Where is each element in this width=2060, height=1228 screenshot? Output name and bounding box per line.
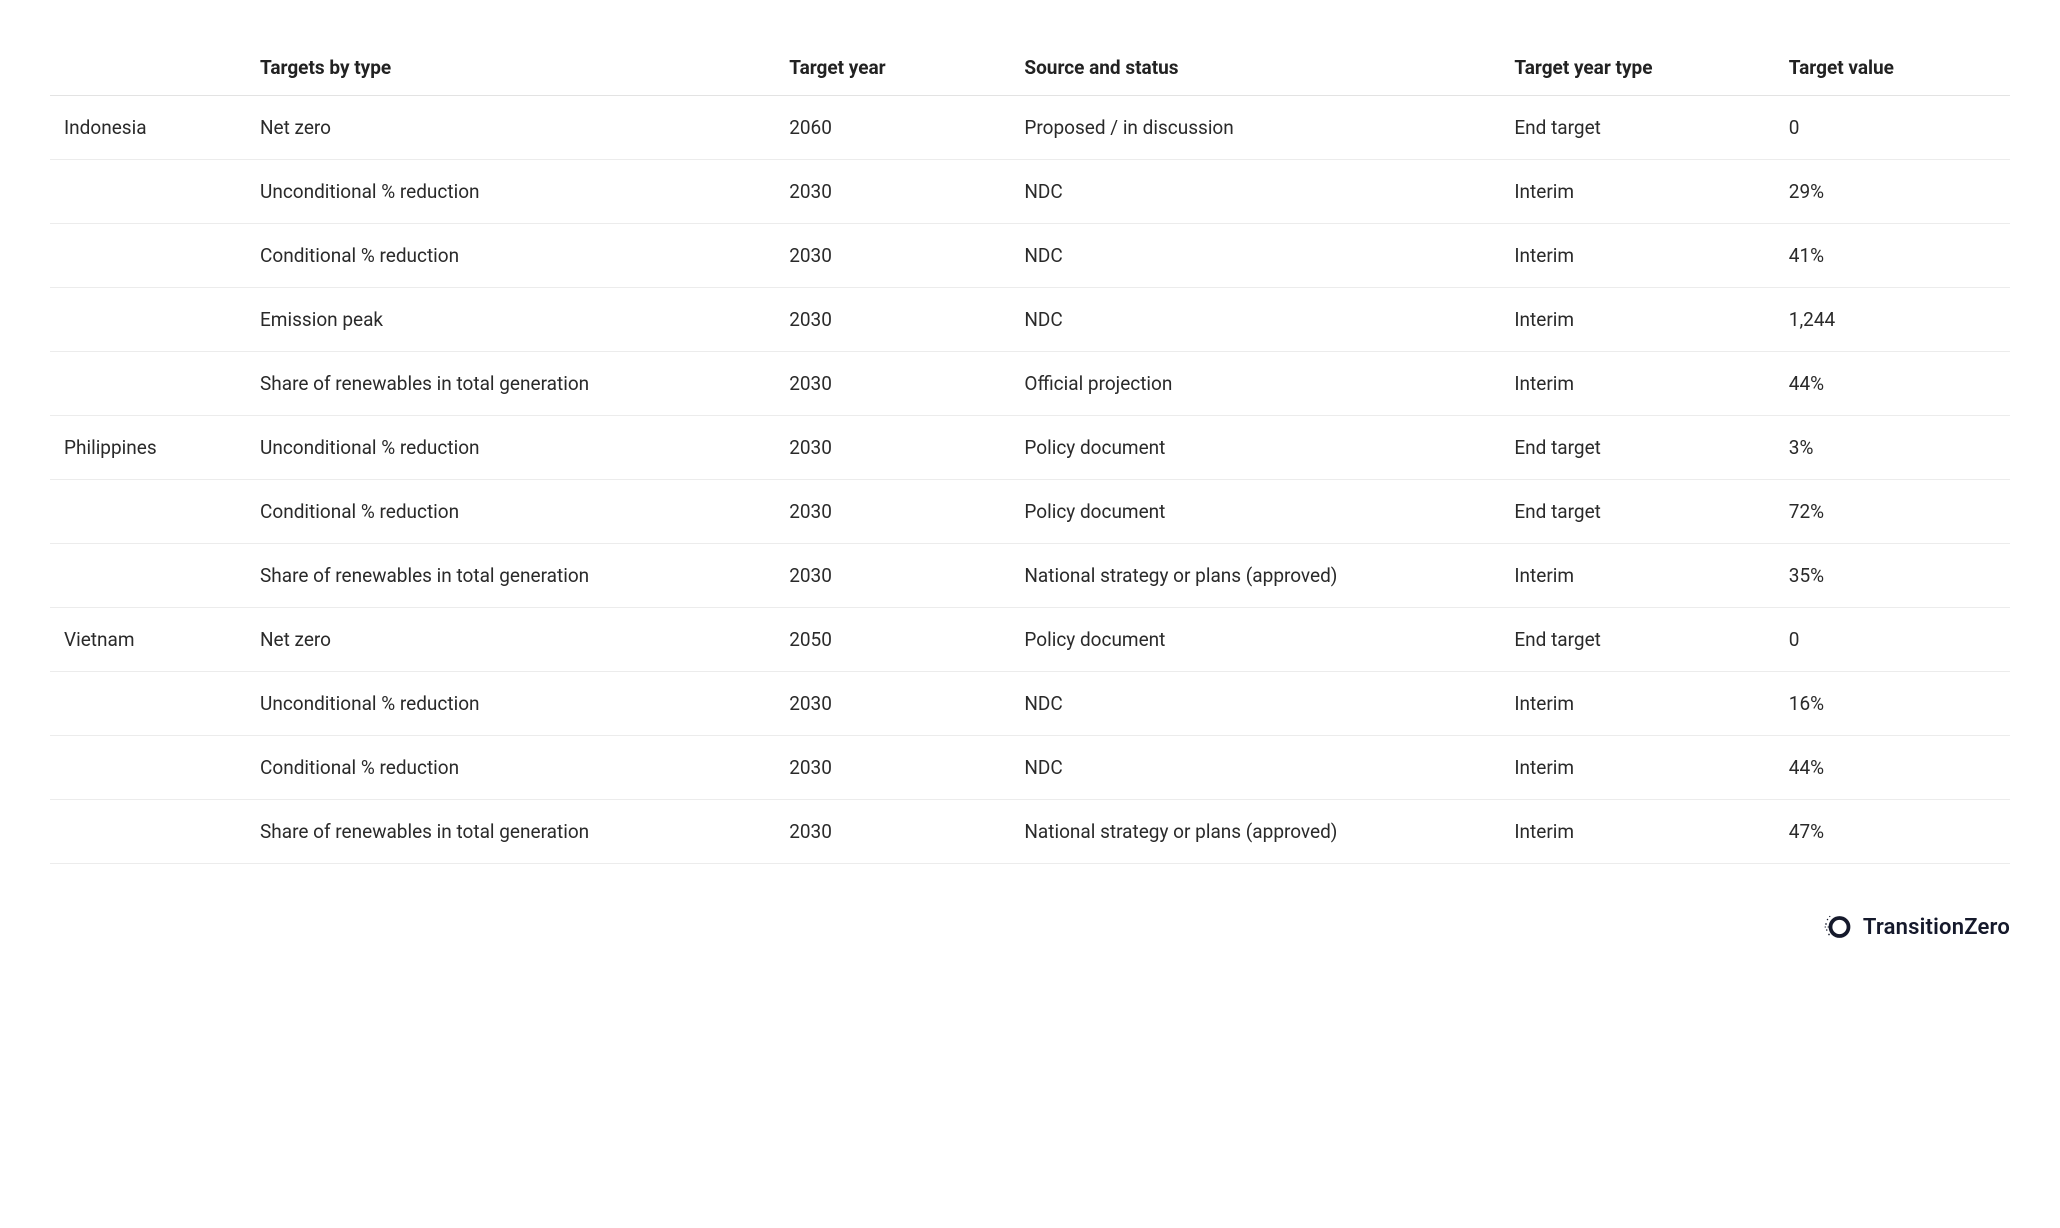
cell-country <box>50 352 246 416</box>
cell-country <box>50 544 246 608</box>
cell-ytype: Interim <box>1500 352 1774 416</box>
table-row: Indonesia Net zero 2060 Proposed / in di… <box>50 96 2010 160</box>
table-row: Share of renewables in total generation … <box>50 800 2010 864</box>
cell-year: 2030 <box>775 352 1010 416</box>
cell-value: 1,244 <box>1775 288 2010 352</box>
table-row: Unconditional % reduction 2030 NDC Inter… <box>50 160 2010 224</box>
table-row: Conditional % reduction 2030 Policy docu… <box>50 480 2010 544</box>
cell-source: NDC <box>1010 160 1500 224</box>
cell-type: Conditional % reduction <box>246 736 775 800</box>
targets-table: Targets by type Target year Source and s… <box>50 40 2010 864</box>
cell-year: 2030 <box>775 160 1010 224</box>
cell-source: NDC <box>1010 288 1500 352</box>
cell-value: 29% <box>1775 160 2010 224</box>
cell-source: Official projection <box>1010 352 1500 416</box>
brand-name: TransitionZero <box>1863 915 2010 940</box>
cell-ytype: Interim <box>1500 672 1774 736</box>
table-row: Conditional % reduction 2030 NDC Interim… <box>50 736 2010 800</box>
cell-type: Share of renewables in total generation <box>246 544 775 608</box>
cell-ytype: Interim <box>1500 544 1774 608</box>
cell-year: 2030 <box>775 288 1010 352</box>
page: Targets by type Target year Source and s… <box>0 0 2060 894</box>
cell-source: Policy document <box>1010 480 1500 544</box>
cell-year: 2030 <box>775 800 1010 864</box>
cell-value: 0 <box>1775 96 2010 160</box>
col-header-ytype: Target year type <box>1500 40 1774 96</box>
col-header-value: Target value <box>1775 40 2010 96</box>
cell-type: Unconditional % reduction <box>246 672 775 736</box>
cell-type: Net zero <box>246 96 775 160</box>
table-row: Unconditional % reduction 2030 NDC Inter… <box>50 672 2010 736</box>
col-header-source: Source and status <box>1010 40 1500 96</box>
cell-type: Conditional % reduction <box>246 224 775 288</box>
cell-value: 0 <box>1775 608 2010 672</box>
cell-country <box>50 160 246 224</box>
cell-country <box>50 480 246 544</box>
cell-ytype: End target <box>1500 96 1774 160</box>
cell-value: 47% <box>1775 800 2010 864</box>
cell-value: 3% <box>1775 416 2010 480</box>
table-row: Emission peak 2030 NDC Interim 1,244 <box>50 288 2010 352</box>
cell-country <box>50 224 246 288</box>
cell-ytype: Interim <box>1500 736 1774 800</box>
cell-value: 72% <box>1775 480 2010 544</box>
cell-ytype: Interim <box>1500 288 1774 352</box>
cell-year: 2030 <box>775 736 1010 800</box>
cell-year: 2030 <box>775 544 1010 608</box>
cell-year: 2050 <box>775 608 1010 672</box>
cell-year: 2030 <box>775 672 1010 736</box>
cell-source: Proposed / in discussion <box>1010 96 1500 160</box>
col-header-year: Target year <box>775 40 1010 96</box>
cell-year: 2030 <box>775 416 1010 480</box>
cell-ytype: End target <box>1500 480 1774 544</box>
col-header-type: Targets by type <box>246 40 775 96</box>
cell-ytype: Interim <box>1500 800 1774 864</box>
transitionzero-logo-icon <box>1823 912 1853 942</box>
cell-country <box>50 672 246 736</box>
cell-year: 2060 <box>775 96 1010 160</box>
cell-source: National strategy or plans (approved) <box>1010 800 1500 864</box>
cell-year: 2030 <box>775 480 1010 544</box>
cell-source: Policy document <box>1010 608 1500 672</box>
cell-ytype: Interim <box>1500 224 1774 288</box>
cell-country <box>50 736 246 800</box>
cell-source: Policy document <box>1010 416 1500 480</box>
brand: TransitionZero <box>1823 912 2010 942</box>
cell-country: Indonesia <box>50 96 246 160</box>
cell-ytype: End target <box>1500 416 1774 480</box>
cell-country: Vietnam <box>50 608 246 672</box>
cell-country: Philippines <box>50 416 246 480</box>
cell-ytype: Interim <box>1500 160 1774 224</box>
table-head: Targets by type Target year Source and s… <box>50 40 2010 96</box>
table-row: Share of renewables in total generation … <box>50 352 2010 416</box>
cell-source: National strategy or plans (approved) <box>1010 544 1500 608</box>
footer: TransitionZero <box>0 894 2060 966</box>
table-body: Indonesia Net zero 2060 Proposed / in di… <box>50 96 2010 864</box>
table-row: Vietnam Net zero 2050 Policy document En… <box>50 608 2010 672</box>
table-row: Share of renewables in total generation … <box>50 544 2010 608</box>
cell-type: Emission peak <box>246 288 775 352</box>
cell-type: Unconditional % reduction <box>246 160 775 224</box>
cell-ytype: End target <box>1500 608 1774 672</box>
col-header-country <box>50 40 246 96</box>
cell-type: Share of renewables in total generation <box>246 800 775 864</box>
cell-value: 44% <box>1775 736 2010 800</box>
cell-country <box>50 800 246 864</box>
cell-country <box>50 288 246 352</box>
cell-source: NDC <box>1010 672 1500 736</box>
cell-type: Share of renewables in total generation <box>246 352 775 416</box>
cell-type: Net zero <box>246 608 775 672</box>
cell-value: 44% <box>1775 352 2010 416</box>
cell-source: NDC <box>1010 224 1500 288</box>
cell-year: 2030 <box>775 224 1010 288</box>
cell-type: Conditional % reduction <box>246 480 775 544</box>
cell-value: 41% <box>1775 224 2010 288</box>
table-row: Conditional % reduction 2030 NDC Interim… <box>50 224 2010 288</box>
cell-value: 35% <box>1775 544 2010 608</box>
cell-source: NDC <box>1010 736 1500 800</box>
table-row: Philippines Unconditional % reduction 20… <box>50 416 2010 480</box>
cell-value: 16% <box>1775 672 2010 736</box>
cell-type: Unconditional % reduction <box>246 416 775 480</box>
